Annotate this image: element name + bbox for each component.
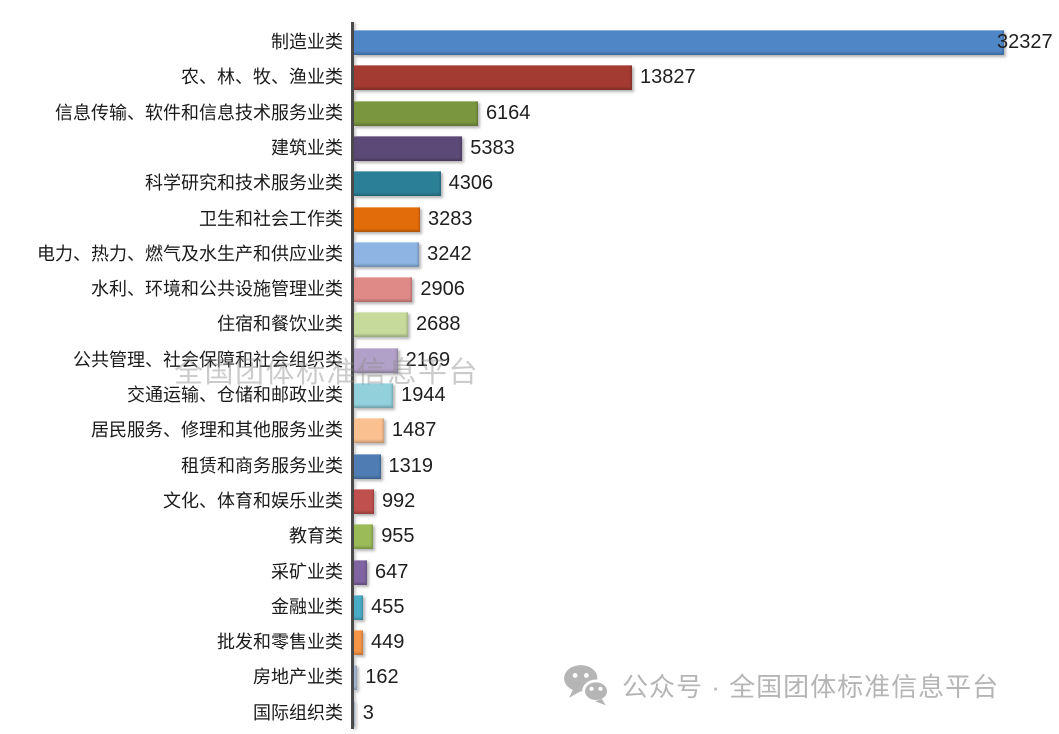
bar — [354, 559, 367, 585]
bar — [354, 700, 355, 726]
category-label: 金融业类 — [271, 596, 343, 617]
bar — [354, 453, 381, 479]
value-label: 3283 — [428, 207, 473, 230]
value-label: 13827 — [640, 66, 696, 89]
value-label: 5383 — [470, 136, 515, 159]
category-label: 教育类 — [289, 526, 343, 547]
bar — [354, 241, 420, 267]
category-label: 租赁和商务服务业类 — [181, 455, 343, 476]
category-label: 信息传输、软件和信息技术服务业类 — [55, 102, 343, 123]
value-label: 2906 — [420, 278, 465, 301]
category-label: 制造业类 — [271, 32, 343, 52]
value-label: 3 — [362, 701, 374, 724]
bar — [354, 312, 409, 338]
bar — [354, 630, 364, 656]
value-label: 6164 — [485, 101, 531, 124]
category-label: 批发和零售业类 — [217, 632, 343, 653]
bar — [354, 665, 358, 691]
bar — [354, 135, 463, 161]
bar — [354, 30, 1004, 55]
footer-watermark-text: 公众号 · 全国团体标准信息平台 — [622, 671, 1000, 702]
category-label: 科学研究和技术服务业类 — [145, 173, 343, 194]
bar — [354, 206, 420, 232]
category-label: 住宿和餐饮业类 — [217, 314, 343, 335]
bar — [354, 171, 441, 197]
value-label: 2169 — [405, 348, 451, 371]
value-label: 2688 — [416, 313, 461, 336]
category-label: 居民服务、修理和其他服务业类 — [91, 420, 343, 441]
category-label: 卫生和社会工作类 — [199, 208, 343, 229]
category-label: 公共管理、社会保障和社会组织类 — [73, 349, 343, 370]
category-label: 电力、热力、燃气及水生产和供应业类 — [37, 243, 343, 264]
y-axis-line — [351, 22, 354, 729]
value-label: 1487 — [391, 419, 437, 442]
category-label: 房地产业类 — [253, 667, 343, 688]
footer-watermark: 公众号 · 全国团体标准信息平台 — [563, 664, 999, 706]
value-label: 32327 — [997, 31, 1053, 53]
bar — [354, 524, 374, 550]
category-label: 建筑业类 — [271, 137, 343, 158]
bar — [354, 277, 413, 303]
category-label: 国际组织类 — [253, 702, 343, 723]
value-label: 3242 — [427, 242, 472, 265]
bar — [354, 100, 478, 126]
bar — [354, 594, 364, 620]
category-label: 文化、体育和娱乐业类 — [163, 490, 343, 511]
value-label: 1319 — [388, 454, 434, 477]
value-label: 162 — [365, 666, 399, 689]
value-label: 449 — [371, 631, 405, 654]
category-label: 农、林、牧、渔业类 — [181, 67, 343, 88]
value-label: 955 — [381, 525, 415, 548]
bar — [354, 347, 398, 373]
category-label: 水利、环境和公共设施管理业类 — [91, 279, 343, 300]
category-label: 交通运输、仓储和邮政业类 — [127, 385, 343, 405]
wechat-icon — [564, 665, 609, 706]
bar — [354, 488, 374, 514]
bar — [354, 383, 394, 408]
category-label: 采矿业类 — [271, 561, 343, 582]
value-label: 1944 — [401, 384, 446, 406]
bar — [354, 65, 633, 91]
value-label: 647 — [375, 560, 409, 583]
value-label: 4306 — [448, 172, 494, 195]
value-label: 455 — [371, 595, 405, 618]
bar — [354, 418, 384, 444]
value-label: 992 — [381, 489, 416, 512]
